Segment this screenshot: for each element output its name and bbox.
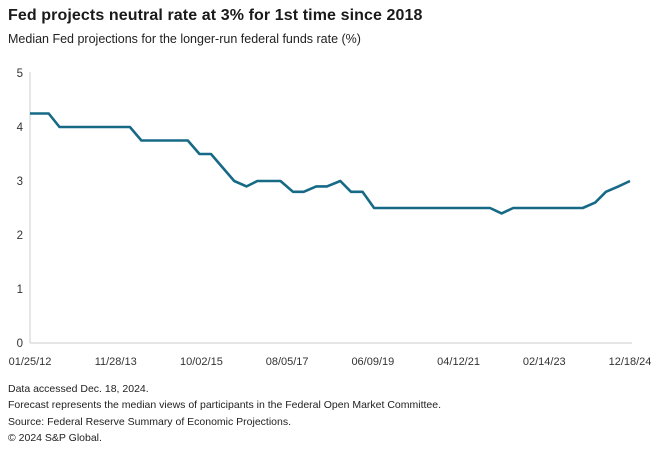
y-axis-tick-label: 5 (17, 68, 23, 80)
y-axis-tick-label: 2 (17, 230, 23, 242)
x-axis-tick-label: 10/02/15 (180, 356, 223, 368)
x-axis-tick-label: 01/25/12 (9, 356, 52, 368)
x-axis-tick-label: 02/14/23 (523, 356, 566, 368)
line-chart: 0 1 2 3 4 5 01/25/12 11/28/13 10/02/15 08/05/17 06… (9, 68, 652, 368)
footnote-copyright: © 2024 S&P Global. (8, 431, 102, 444)
footnote-source: Source: Federal Reserve Summary of Econo… (8, 415, 292, 428)
x-axis-tick-label: 04/12/21 (437, 356, 480, 368)
y-axis-tick-label: 0 (17, 338, 23, 350)
x-axis-tick-label: 11/28/13 (95, 356, 137, 368)
projection-trend-line (30, 112, 631, 215)
x-axis-tick-label: 08/05/17 (266, 356, 309, 368)
footnote-data-accessed: Data accessed Dec. 18, 2024. (8, 383, 149, 395)
y-axis-tick-label: 4 (17, 122, 24, 134)
y-axis-tick-label: 3 (17, 176, 23, 188)
y-axis-tick-label: 1 (17, 284, 23, 296)
x-axis-tick-label: 06/09/19 (351, 356, 394, 368)
footnote-forecast: Forecast represents the median views of … (8, 399, 442, 412)
chart-subtitle: Median Fed projections for the longer-ru… (8, 32, 361, 46)
chart-title: Fed projects neutral rate at 3% for 1st … (8, 7, 423, 24)
footnotes: Data accessed Dec. 18, 2024. Forecast re… (8, 381, 441, 446)
x-axis-tick-label: 12/18/24 (609, 356, 652, 368)
